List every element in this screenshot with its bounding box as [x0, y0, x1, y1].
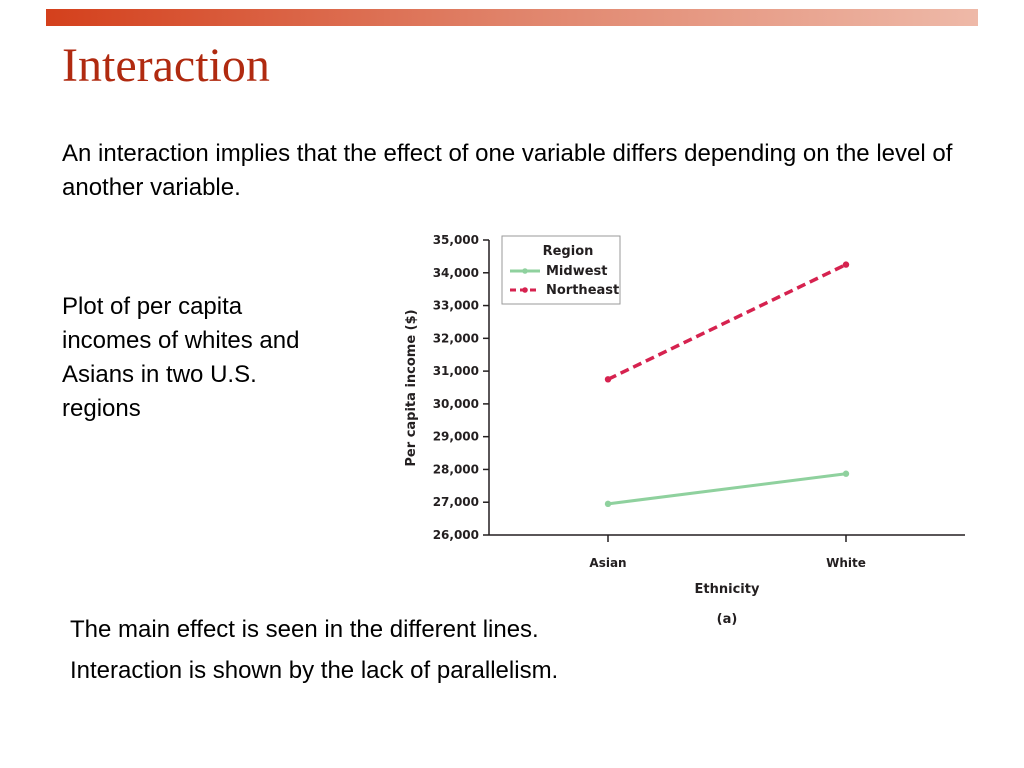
title-accent-bar [46, 9, 978, 26]
legend-items: Midwest Northeast [510, 264, 619, 298]
series-line-midwest [607, 472, 847, 506]
interaction-note: Interaction is shown by the lack of para… [70, 657, 559, 684]
slide-title: Interaction [62, 39, 270, 92]
data-point-northeast [842, 261, 850, 268]
series-line-northeast [607, 263, 847, 381]
data-point-midwest [604, 500, 612, 508]
y-axis-label: Per capita income ($) [404, 309, 419, 466]
x-tick-label: White [826, 556, 866, 570]
legend-label-midwest: Midwest [546, 264, 607, 279]
data-point-midwest [842, 470, 850, 477]
legend: Region Midwest Northeast [501, 235, 621, 305]
y-tick-label: 34,000 [433, 266, 479, 280]
y-tick-label: 28,000 [433, 462, 479, 476]
legend-title: Region [543, 244, 594, 259]
legend-label-northeast: Northeast [546, 283, 619, 298]
y-tick-label: 31,000 [433, 364, 479, 378]
x-axis-label: Ethnicity [695, 582, 760, 597]
intro-text: An interaction implies that the effect o… [62, 140, 953, 201]
y-tick-label: 33,000 [433, 299, 479, 313]
series-layer [604, 261, 850, 508]
legend-marker-midwest [522, 268, 528, 274]
y-tick-label: 27,000 [433, 495, 479, 509]
data-point-northeast [604, 376, 612, 383]
main-effect-note: The main effect is seen in the different… [70, 616, 539, 643]
x-axis: Asian White [489, 534, 965, 570]
panel-label: (a) [717, 612, 738, 627]
y-tick-label: 30,000 [433, 397, 479, 411]
x-tick-label: Asian [589, 556, 626, 570]
chart-caption: Plot of per capita incomes of whites and… [62, 293, 300, 422]
legend-marker-northeast [522, 287, 528, 293]
y-tick-label: 29,000 [433, 430, 479, 444]
y-tick-label: 35,000 [433, 233, 479, 247]
y-tick-label: 26,000 [433, 528, 479, 542]
interaction-line-chart: 26,000 27,000 28,000 29,000 30,000 31,000 32,0… [404, 233, 965, 627]
y-axis: 26,000 27,000 28,000 29,000 30,000 31,000 32,0… [433, 233, 490, 542]
y-tick-label: 32,000 [433, 331, 479, 345]
